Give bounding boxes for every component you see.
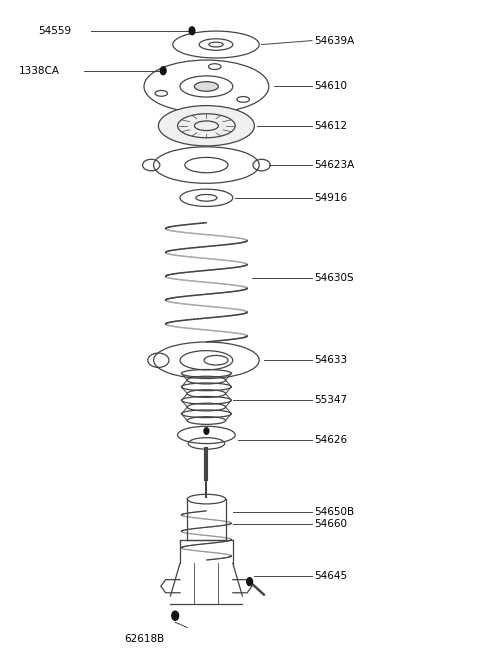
Text: 54645: 54645 — [314, 571, 348, 582]
Text: 54559: 54559 — [38, 26, 72, 36]
Text: 54916: 54916 — [314, 193, 348, 203]
Ellipse shape — [194, 82, 218, 91]
Text: 54623A: 54623A — [314, 160, 355, 170]
Text: 54633: 54633 — [314, 355, 348, 365]
Text: 62618B: 62618B — [124, 634, 164, 645]
Text: 54650B: 54650B — [314, 507, 355, 517]
Text: 55347: 55347 — [314, 394, 348, 405]
Circle shape — [247, 578, 252, 586]
Ellipse shape — [158, 105, 254, 146]
Text: 1338CA: 1338CA — [19, 66, 60, 76]
Text: 54612: 54612 — [314, 121, 348, 131]
Circle shape — [172, 611, 179, 620]
Circle shape — [204, 428, 209, 434]
Text: 54610: 54610 — [314, 81, 348, 92]
Circle shape — [160, 67, 166, 75]
Text: 54630S: 54630S — [314, 273, 354, 284]
Text: 54626: 54626 — [314, 435, 348, 445]
Circle shape — [189, 27, 195, 35]
Text: 54639A: 54639A — [314, 35, 355, 46]
Text: 54660: 54660 — [314, 519, 348, 529]
